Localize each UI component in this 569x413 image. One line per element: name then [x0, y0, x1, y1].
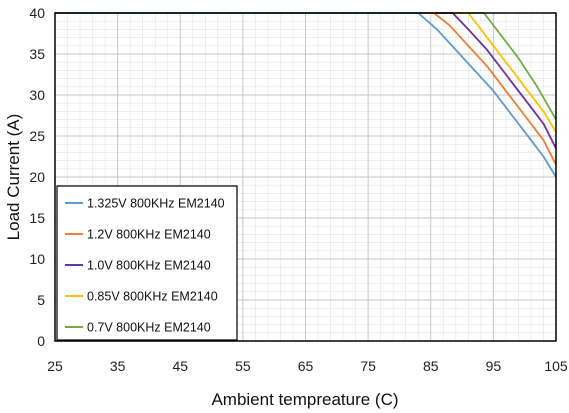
y-tick-label: 5 [37, 292, 45, 308]
legend-item: 0.85V 800KHz EM2140 [65, 290, 218, 304]
x-tick-label: 95 [486, 358, 502, 374]
x-axis-ticks: 25 35 45 55 65 75 85 95 105 [47, 358, 568, 374]
legend-label: 1.2V 800KHz EM2140 [87, 228, 211, 242]
series-line [55, 12, 557, 178]
legend-item: 1.325V 800KHz EM2140 [65, 197, 225, 211]
x-tick-label: 55 [235, 358, 251, 374]
y-tick-label: 30 [29, 87, 45, 103]
x-tick-label: 75 [360, 358, 376, 374]
x-tick-label: 45 [172, 358, 188, 374]
y-tick-label: 20 [29, 169, 45, 185]
series-line [55, 12, 557, 149]
legend-label: 0.85V 800KHz EM2140 [87, 290, 218, 304]
legend-item: 1.0V 800KHz EM2140 [65, 259, 211, 273]
legend: 1.325V 800KHz EM2140 1.2V 800KHz EM2140 1.… [56, 185, 238, 341]
y-tick-label: 35 [29, 46, 45, 62]
plot-frame [54, 12, 557, 342]
x-tick-label: 25 [47, 358, 63, 374]
legend-box [56, 185, 238, 341]
x-tick-label: 35 [110, 358, 126, 374]
x-axis-title: Ambient tempreature (C) [211, 390, 398, 409]
y-tick-label: 0 [37, 333, 45, 349]
y-tick-label: 40 [29, 5, 45, 21]
y-tick-label: 15 [29, 210, 45, 226]
y-axis-ticks: 0 5 10 15 20 25 30 35 40 [29, 5, 45, 349]
legend-item: 0.7V 800KHz EM2140 [65, 321, 211, 335]
x-tick-label: 65 [298, 358, 314, 374]
legend-label: 1.0V 800KHz EM2140 [87, 259, 211, 273]
y-axis-title: Load Current (A) [4, 114, 23, 241]
legend-label: 0.7V 800KHz EM2140 [87, 321, 211, 335]
series-line [55, 12, 557, 166]
x-tick-label: 105 [544, 358, 568, 374]
legend-item: 1.2V 800KHz EM2140 [65, 228, 211, 242]
legend-label: 1.325V 800KHz EM2140 [87, 197, 225, 211]
y-tick-label: 10 [29, 251, 45, 267]
y-tick-label: 25 [29, 128, 45, 144]
x-tick-label: 85 [423, 358, 439, 374]
